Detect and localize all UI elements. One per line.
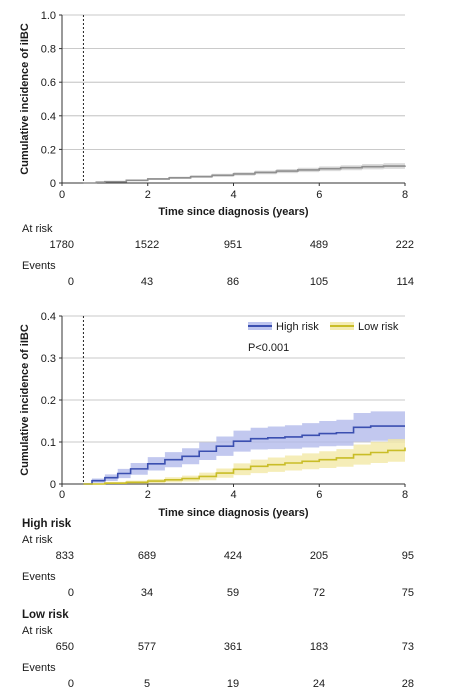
events-count: 72 — [313, 587, 325, 599]
legend-label: Low risk — [358, 321, 399, 333]
y-tick-label: 0.2 — [41, 395, 56, 407]
events-count: 0 — [68, 678, 74, 690]
x-tick-label: 4 — [230, 489, 236, 501]
ci-band-high-risk — [83, 411, 405, 484]
ci-band-low-risk — [83, 435, 405, 484]
at-risk-count: 424 — [224, 550, 242, 562]
risk-table-overall: At risk 1780 1522 951 489 222 Events 0 43 86 105 11… — [22, 223, 414, 288]
y-axis-title: Cumulative incidence of iIBC — [19, 23, 31, 175]
group-title: High risk — [22, 518, 72, 530]
events-count: 19 — [227, 678, 239, 690]
at-risk-count: 222 — [396, 239, 414, 251]
at-risk-label: At risk — [22, 534, 53, 546]
y-tick-label: 0.6 — [41, 77, 56, 89]
at-risk-count: 489 — [310, 239, 328, 251]
at-risk-label: At risk — [22, 223, 53, 235]
chart-panel-2: 0 0.1 0.2 0.3 0.4 0 2 4 6 8 Time since diagnosis (… — [19, 311, 408, 519]
at-risk-count: 1780 — [50, 239, 74, 251]
y-tick-label: 0.4 — [41, 311, 56, 323]
chart-panel-1: 0 0.2 0.4 0.6 0.8 1.0 0 2 4 6 8 Time since diagnosi… — [19, 10, 408, 218]
x-tick-label: 8 — [402, 489, 408, 501]
p-value-annotation: P<0.001 — [248, 342, 289, 354]
events-count: 24 — [313, 678, 325, 690]
y-axis-title: Cumulative incidence of iIBC — [19, 324, 31, 476]
at-risk-count: 650 — [56, 641, 74, 653]
ci-band-overall — [83, 162, 405, 183]
x-tick-label: 2 — [145, 189, 151, 201]
at-risk-count: 833 — [56, 550, 74, 562]
events-count: 34 — [141, 587, 153, 599]
x-tick-label: 4 — [230, 189, 236, 201]
events-count: 86 — [227, 276, 239, 288]
legend: High risk Low risk — [248, 321, 399, 333]
events-count: 5 — [144, 678, 150, 690]
legend-label: High risk — [276, 321, 319, 333]
at-risk-count: 689 — [138, 550, 156, 562]
y-tick-label: 0.1 — [41, 437, 56, 449]
events-count: 105 — [310, 276, 328, 288]
y-tick-label: 0.8 — [41, 44, 56, 56]
x-tick-label: 2 — [145, 489, 151, 501]
events-label: Events — [22, 662, 56, 674]
series-line-high-risk — [83, 425, 405, 485]
x-tick-label: 6 — [316, 489, 322, 501]
series-line-low-risk — [83, 447, 406, 485]
at-risk-count: 73 — [402, 641, 414, 653]
events-count: 75 — [402, 587, 414, 599]
x-tick-label: 0 — [59, 489, 65, 501]
events-count: 0 — [68, 276, 74, 288]
events-count: 43 — [141, 276, 153, 288]
events-count: 59 — [227, 587, 239, 599]
at-risk-count: 1522 — [135, 239, 159, 251]
x-tick-label: 6 — [316, 189, 322, 201]
y-tick-label: 0 — [50, 178, 56, 190]
x-axis-title: Time since diagnosis (years) — [158, 206, 309, 218]
events-label: Events — [22, 571, 56, 583]
events-count: 114 — [396, 276, 414, 288]
at-risk-count: 577 — [138, 641, 156, 653]
at-risk-count: 183 — [310, 641, 328, 653]
at-risk-count: 951 — [224, 239, 242, 251]
y-tick-label: 0.3 — [41, 353, 56, 365]
at-risk-label: At risk — [22, 625, 53, 637]
events-label: Events — [22, 260, 56, 272]
events-count: 0 — [68, 587, 74, 599]
y-tick-label: 0.4 — [41, 111, 56, 123]
group-title: Low risk — [22, 609, 69, 621]
y-tick-label: 0 — [50, 479, 56, 491]
x-tick-label: 8 — [402, 189, 408, 201]
at-risk-count: 361 — [224, 641, 242, 653]
y-tick-label: 0.2 — [41, 144, 56, 156]
x-tick-label: 0 — [59, 189, 65, 201]
x-axis-title: Time since diagnosis (years) — [158, 507, 309, 519]
at-risk-count: 95 — [402, 550, 414, 562]
at-risk-count: 205 — [310, 550, 328, 562]
y-tick-label: 1.0 — [41, 10, 56, 22]
events-count: 28 — [402, 678, 414, 690]
series-line-overall — [83, 165, 406, 184]
